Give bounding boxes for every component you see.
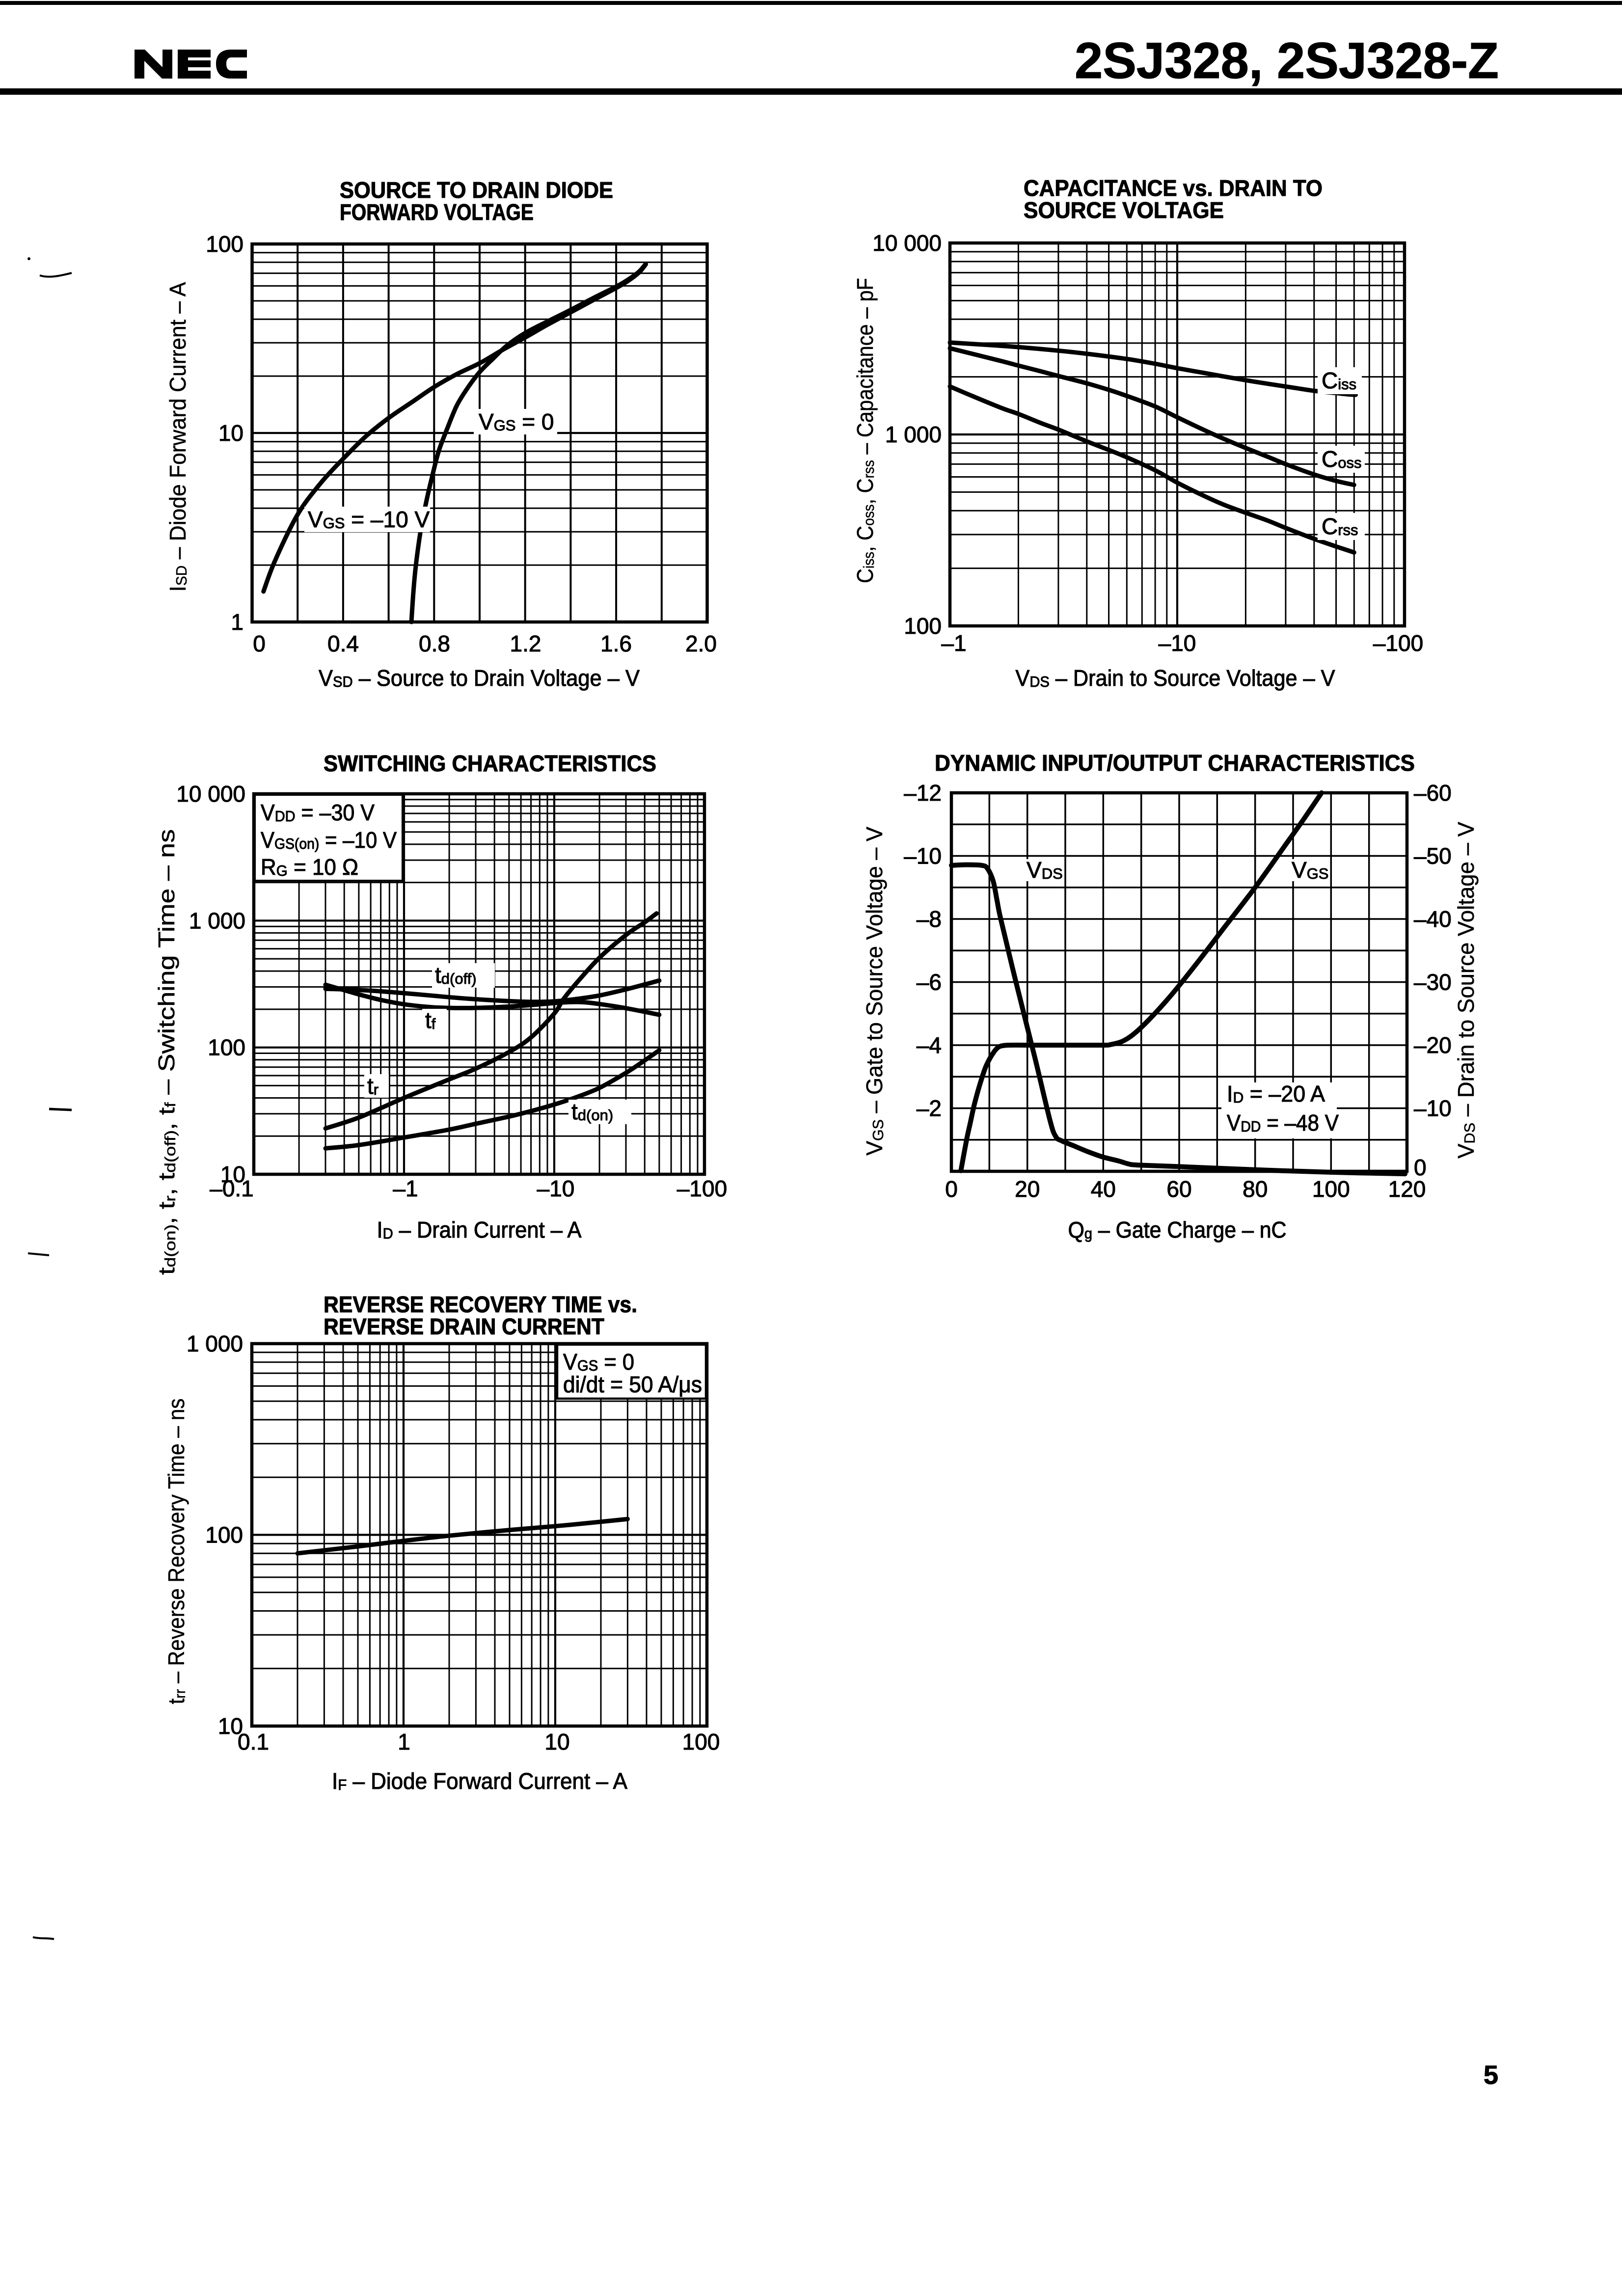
svg-text:ID = –20 A: ID = –20 A (1227, 1081, 1325, 1107)
svg-text:–4: –4 (917, 1032, 942, 1058)
svg-text:REVERSE DRAIN CURRENT: REVERSE DRAIN CURRENT (324, 1314, 604, 1339)
svg-text:VGS = –10 V: VGS = –10 V (308, 507, 430, 532)
svg-text:Coss: Coss (1322, 446, 1361, 472)
svg-text:VSD – Source to Drain Voltage: VSD – Source to Drain Voltage – V (319, 665, 640, 691)
svg-text:–10: –10 (1414, 1096, 1452, 1121)
svg-text:2SJ328, 2SJ328-Z: 2SJ328, 2SJ328-Z (1075, 32, 1499, 89)
svg-text:–0.1: –0.1 (210, 1176, 254, 1201)
svg-text:REVERSE RECOVERY TIME vs.: REVERSE RECOVERY TIME vs. (324, 1292, 637, 1317)
svg-text:VGS(on) = –10 V: VGS(on) = –10 V (261, 827, 397, 853)
svg-text:–8: –8 (917, 906, 942, 932)
svg-text:VDD = –30 V: VDD = –30 V (261, 800, 375, 825)
svg-text:100: 100 (208, 1035, 245, 1060)
svg-text:Ciss: Ciss (1322, 368, 1356, 393)
svg-text:–10: –10 (904, 843, 942, 869)
svg-text:100: 100 (206, 231, 243, 257)
svg-text:–10: –10 (537, 1176, 575, 1201)
svg-text:10: 10 (218, 420, 243, 446)
svg-text:100: 100 (682, 1729, 720, 1755)
svg-text:FORWARD VOLTAGE: FORWARD VOLTAGE (340, 199, 534, 225)
svg-text:10: 10 (544, 1729, 569, 1755)
svg-text:1.2: 1.2 (510, 631, 541, 656)
svg-text:0.4: 0.4 (327, 631, 359, 656)
svg-text:tf: tf (425, 1007, 436, 1033)
svg-text:1: 1 (398, 1729, 410, 1755)
svg-text:ID – Drain Current – A: ID – Drain Current – A (377, 1217, 582, 1243)
svg-text:100: 100 (904, 613, 942, 639)
svg-text:SOURCE TO DRAIN DIODE: SOURCE TO DRAIN DIODE (340, 177, 613, 203)
svg-text:1.6: 1.6 (600, 631, 632, 656)
svg-text:VGS – Gate to Source Voltage –: VGS – Gate to Source Voltage – V (862, 827, 887, 1156)
svg-text:120: 120 (1388, 1176, 1426, 1202)
svg-text:VGS = 0: VGS = 0 (563, 1349, 634, 1375)
svg-text:–6: –6 (917, 970, 942, 995)
svg-text:–2: –2 (917, 1096, 942, 1121)
svg-text:–60: –60 (1414, 780, 1452, 806)
svg-text:DYNAMIC INPUT/OUTPUT CHARACTER: DYNAMIC INPUT/OUTPUT CHARACTERISTICS (935, 750, 1415, 776)
svg-text:40: 40 (1091, 1176, 1116, 1202)
svg-text:td(on): td(on) (571, 1099, 613, 1124)
svg-text:SOURCE VOLTAGE: SOURCE VOLTAGE (1024, 197, 1224, 223)
svg-text:VDD = –48 V: VDD = –48 V (1227, 1110, 1339, 1135)
svg-text:–1: –1 (393, 1176, 418, 1201)
svg-text:0.1: 0.1 (238, 1729, 269, 1755)
svg-text:Qg – Gate Charge – nC: Qg – Gate Charge – nC (1068, 1217, 1287, 1243)
svg-text:2.0: 2.0 (685, 631, 717, 656)
svg-text:10: 10 (218, 1713, 243, 1739)
svg-text:td(on), tr, td(off), tf – Swit: td(on), tr, td(off), tf – Switching Time… (154, 829, 179, 1275)
svg-text:100: 100 (205, 1522, 243, 1548)
svg-text:di/dt = 50 A/μs: di/dt = 50 A/μs (563, 1372, 702, 1397)
svg-text:VDS – Drain to Source Voltage: VDS – Drain to Source Voltage – V (1016, 665, 1335, 691)
svg-text:0.8: 0.8 (419, 631, 450, 656)
svg-text:1: 1 (231, 609, 243, 635)
svg-text:10 000: 10 000 (176, 781, 245, 807)
svg-text:1 000: 1 000 (885, 422, 942, 447)
svg-text:Ciss, Coss, Crss – Capacitance: Ciss, Coss, Crss – Capacitance – pF (852, 278, 878, 583)
svg-text:–50: –50 (1414, 843, 1452, 869)
svg-text:1 000: 1 000 (189, 908, 245, 933)
svg-text:–30: –30 (1414, 970, 1452, 995)
svg-text:trr – Reverse Recovery Time –: trr – Reverse Recovery Time – ns (163, 1399, 189, 1704)
svg-text:0: 0 (1414, 1155, 1427, 1180)
svg-text:–40: –40 (1414, 906, 1452, 932)
svg-text:–100: –100 (1373, 630, 1423, 656)
svg-text:VDS – Drain to Source Voltage: VDS – Drain to Source Voltage – V (1453, 822, 1479, 1159)
svg-text:80: 80 (1243, 1176, 1268, 1202)
svg-text:td(off): td(off) (435, 962, 477, 988)
svg-text:SWITCHING CHARACTERISTICS: SWITCHING CHARACTERISTICS (324, 751, 656, 776)
svg-text:10: 10 (220, 1162, 245, 1187)
svg-text:VDS: VDS (1027, 857, 1063, 883)
svg-text:0: 0 (253, 631, 266, 656)
svg-text:VGS = 0: VGS = 0 (479, 409, 554, 434)
svg-text:–100: –100 (677, 1176, 727, 1201)
svg-text:5: 5 (1484, 2060, 1498, 2090)
svg-text:CAPACITANCE vs. DRAIN TO: CAPACITANCE vs. DRAIN TO (1024, 175, 1323, 201)
svg-text:ISD – Diode Forward Current –: ISD – Diode Forward Current – A (165, 282, 190, 592)
svg-text:–12: –12 (904, 780, 942, 806)
svg-text:–10: –10 (1159, 630, 1196, 656)
svg-text:100: 100 (1312, 1176, 1350, 1202)
svg-text:1 000: 1 000 (187, 1331, 243, 1356)
svg-text:10 000: 10 000 (872, 230, 942, 256)
svg-text:60: 60 (1166, 1176, 1191, 1202)
svg-text:0: 0 (945, 1176, 958, 1202)
svg-text:IF – Diode Forward Current – A: IF – Diode Forward Current – A (332, 1768, 627, 1794)
svg-text:20: 20 (1015, 1176, 1040, 1202)
svg-text:tr: tr (367, 1073, 378, 1099)
svg-text:–1: –1 (941, 630, 966, 656)
svg-text:–20: –20 (1414, 1032, 1452, 1058)
svg-text:Crss: Crss (1322, 513, 1358, 539)
svg-text:RG = 10 Ω: RG = 10 Ω (261, 854, 358, 880)
svg-text:VGS: VGS (1292, 857, 1328, 883)
